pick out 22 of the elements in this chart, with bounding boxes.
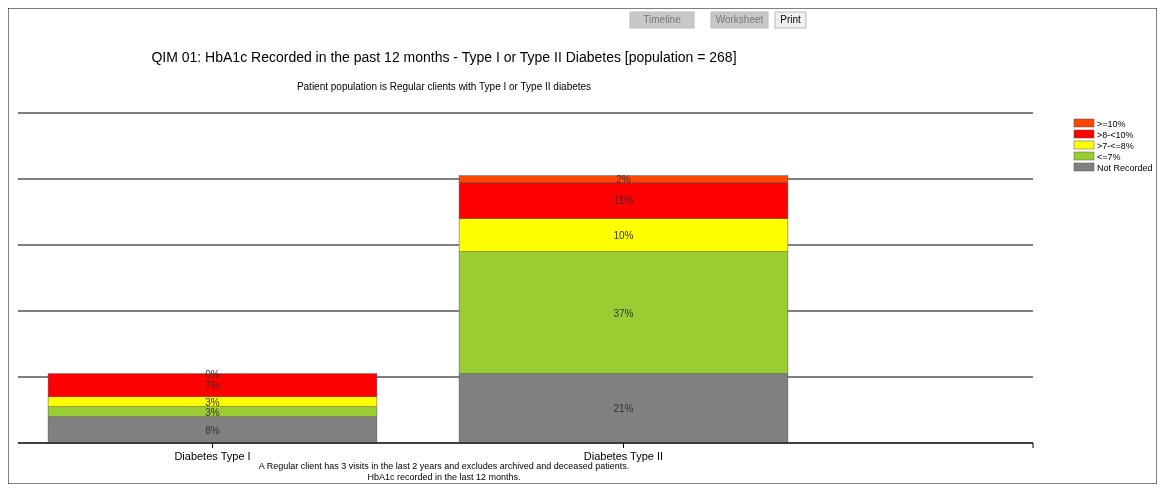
data-label: 11% (613, 195, 634, 207)
x-tick-label: Diabetes Type II (583, 450, 664, 462)
legend-label: >=10% (1097, 119, 1126, 129)
button: Worksheet (710, 11, 769, 29)
text: A Regular client has 3 visits in the last 2 years and excludes archived and deceased patients. (258, 461, 630, 471)
legend-label: >7-<=8% (1097, 141, 1134, 151)
x-tick-label: Diabetes Type I (174, 450, 251, 462)
chart-title: QIM 01: HbA1c Recorded in the past 12 months - Type I or Type II Diabetes [population = 268] (151, 49, 737, 65)
data-label: 7% (205, 380, 220, 392)
data-label: 8% (205, 424, 220, 436)
legend-label: Not Recorded (1097, 163, 1153, 173)
data-label: 3% (205, 396, 220, 408)
button: Print (774, 11, 807, 29)
data-label: 21% (613, 403, 634, 415)
legend-label: >8-<10% (1097, 130, 1134, 140)
button: Timeline (629, 11, 695, 29)
data-label: 3% (205, 406, 220, 418)
legend-label: <=7% (1097, 152, 1121, 162)
data-label: 10% (613, 230, 634, 242)
chart-subtitle: Patient population is Regular clients with Type I or Type II diabetes (296, 81, 592, 92)
data-label: 37% (613, 307, 634, 319)
text: HbA1c recorded in the last 12 months. (367, 472, 521, 482)
